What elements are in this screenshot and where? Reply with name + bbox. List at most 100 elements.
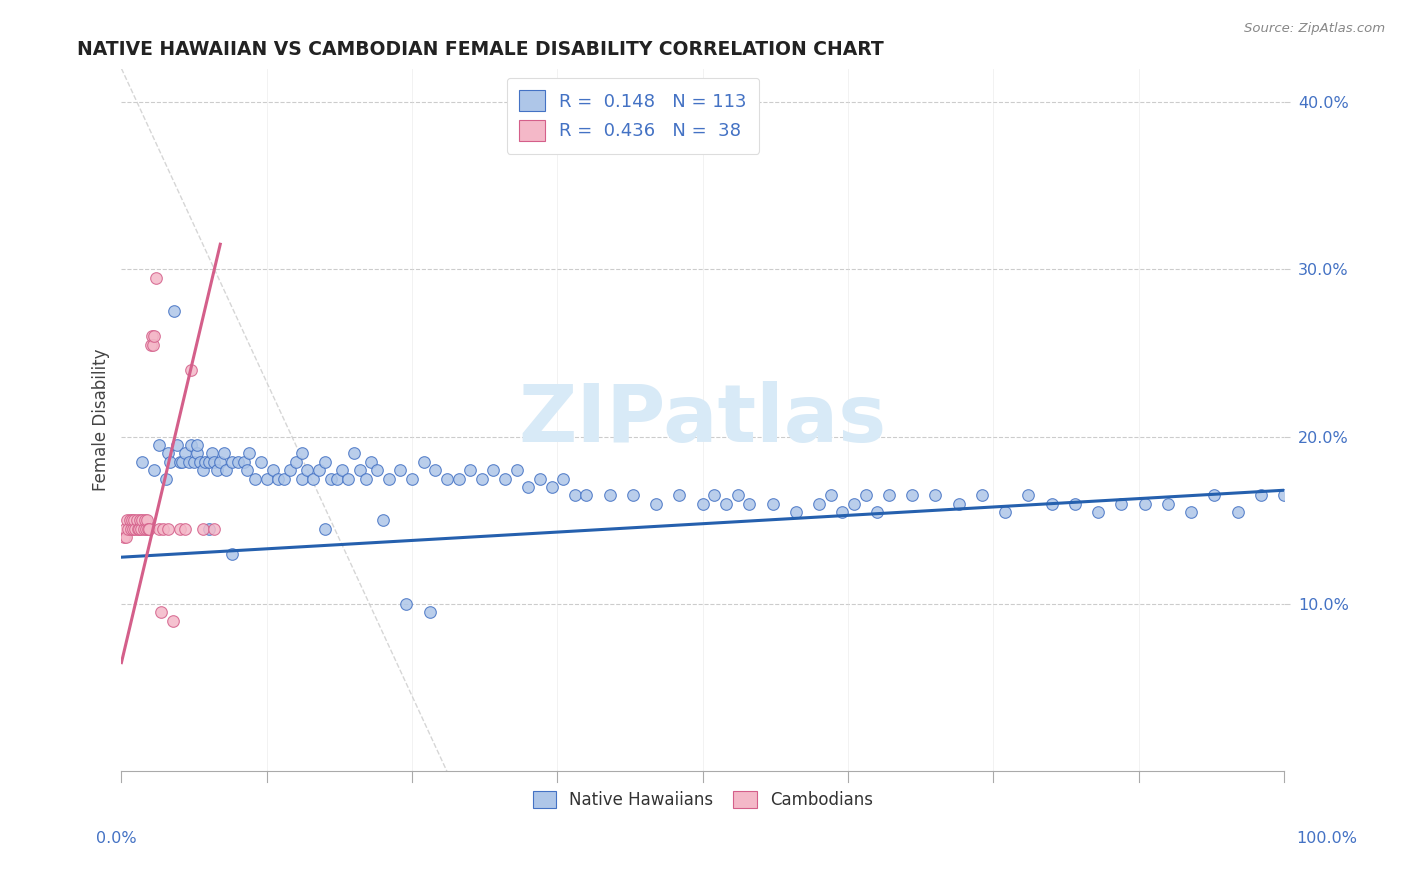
Point xyxy=(204,455,226,469)
Point xyxy=(371,513,394,527)
Point xyxy=(785,505,807,519)
Point xyxy=(330,463,353,477)
Point xyxy=(177,455,200,469)
Point xyxy=(135,522,157,536)
Point xyxy=(540,480,562,494)
Point xyxy=(517,480,540,494)
Point xyxy=(117,522,139,536)
Point xyxy=(169,455,191,469)
Point xyxy=(232,455,254,469)
Point xyxy=(124,522,146,536)
Point xyxy=(471,471,494,485)
Point xyxy=(197,522,219,536)
Point xyxy=(191,463,214,477)
Point xyxy=(131,513,153,527)
Point xyxy=(238,446,260,460)
Point xyxy=(1087,505,1109,519)
Point xyxy=(159,455,181,469)
Point xyxy=(138,522,160,536)
Point xyxy=(412,455,434,469)
Point xyxy=(599,488,621,502)
Point xyxy=(221,455,243,469)
Point xyxy=(209,455,232,469)
Text: 0.0%: 0.0% xyxy=(96,831,136,846)
Point xyxy=(143,463,166,477)
Point xyxy=(668,488,690,502)
Point xyxy=(831,505,853,519)
Point xyxy=(212,446,235,460)
Point xyxy=(186,446,208,460)
Point xyxy=(134,513,156,527)
Point xyxy=(924,488,946,502)
Point xyxy=(149,606,172,620)
Point xyxy=(141,329,163,343)
Point xyxy=(855,488,877,502)
Point xyxy=(162,614,184,628)
Point xyxy=(152,522,174,536)
Point xyxy=(143,329,166,343)
Point xyxy=(314,522,336,536)
Point xyxy=(215,463,238,477)
Point xyxy=(877,488,900,502)
Point xyxy=(250,455,273,469)
Point xyxy=(529,471,551,485)
Point xyxy=(155,471,177,485)
Y-axis label: Female Disability: Female Disability xyxy=(93,349,110,491)
Text: 100.0%: 100.0% xyxy=(1296,831,1357,846)
Point xyxy=(325,471,347,485)
Point xyxy=(389,463,412,477)
Point xyxy=(136,513,159,527)
Point xyxy=(291,471,314,485)
Point xyxy=(842,497,865,511)
Point xyxy=(205,463,228,477)
Point xyxy=(191,522,214,536)
Point xyxy=(395,597,418,611)
Point xyxy=(169,522,191,536)
Point xyxy=(132,522,155,536)
Point xyxy=(256,471,278,485)
Point xyxy=(115,530,138,544)
Point xyxy=(1040,497,1063,511)
Point xyxy=(156,446,179,460)
Point xyxy=(506,463,529,477)
Point xyxy=(970,488,993,502)
Point xyxy=(243,471,266,485)
Point xyxy=(129,513,152,527)
Point xyxy=(1250,488,1272,502)
Point xyxy=(142,337,165,351)
Point xyxy=(127,522,149,536)
Point xyxy=(122,522,145,536)
Point xyxy=(1272,488,1295,502)
Point xyxy=(553,471,575,485)
Point xyxy=(262,463,284,477)
Point xyxy=(401,471,423,485)
Point xyxy=(121,513,143,527)
Point xyxy=(204,522,226,536)
Point xyxy=(201,446,224,460)
Point xyxy=(621,488,644,502)
Point xyxy=(866,505,889,519)
Point xyxy=(308,463,330,477)
Point xyxy=(354,471,377,485)
Point xyxy=(145,270,167,285)
Point xyxy=(174,522,197,536)
Text: Source: ZipAtlas.com: Source: ZipAtlas.com xyxy=(1244,22,1385,36)
Point xyxy=(378,471,401,485)
Point xyxy=(226,455,249,469)
Point xyxy=(120,522,142,536)
Point xyxy=(714,497,737,511)
Point xyxy=(645,497,668,511)
Point xyxy=(337,471,360,485)
Point xyxy=(820,488,842,502)
Point xyxy=(236,463,259,477)
Point xyxy=(1111,497,1133,511)
Point xyxy=(349,463,371,477)
Point xyxy=(948,497,970,511)
Point xyxy=(447,471,470,485)
Point xyxy=(291,446,314,460)
Point xyxy=(156,522,179,536)
Point xyxy=(278,463,301,477)
Point xyxy=(117,513,139,527)
Point xyxy=(1180,505,1202,519)
Point xyxy=(122,513,145,527)
